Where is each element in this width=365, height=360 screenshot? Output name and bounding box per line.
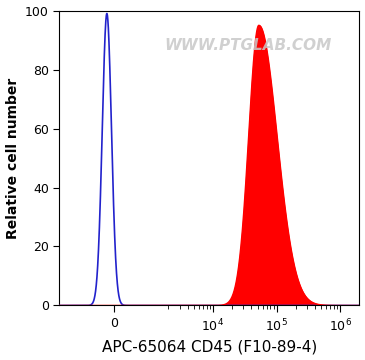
Text: WWW.PTGLAB.COM: WWW.PTGLAB.COM	[165, 39, 332, 53]
X-axis label: APC-65064 CD45 (F10-89-4): APC-65064 CD45 (F10-89-4)	[102, 339, 317, 355]
Y-axis label: Relative cell number: Relative cell number	[5, 77, 20, 239]
